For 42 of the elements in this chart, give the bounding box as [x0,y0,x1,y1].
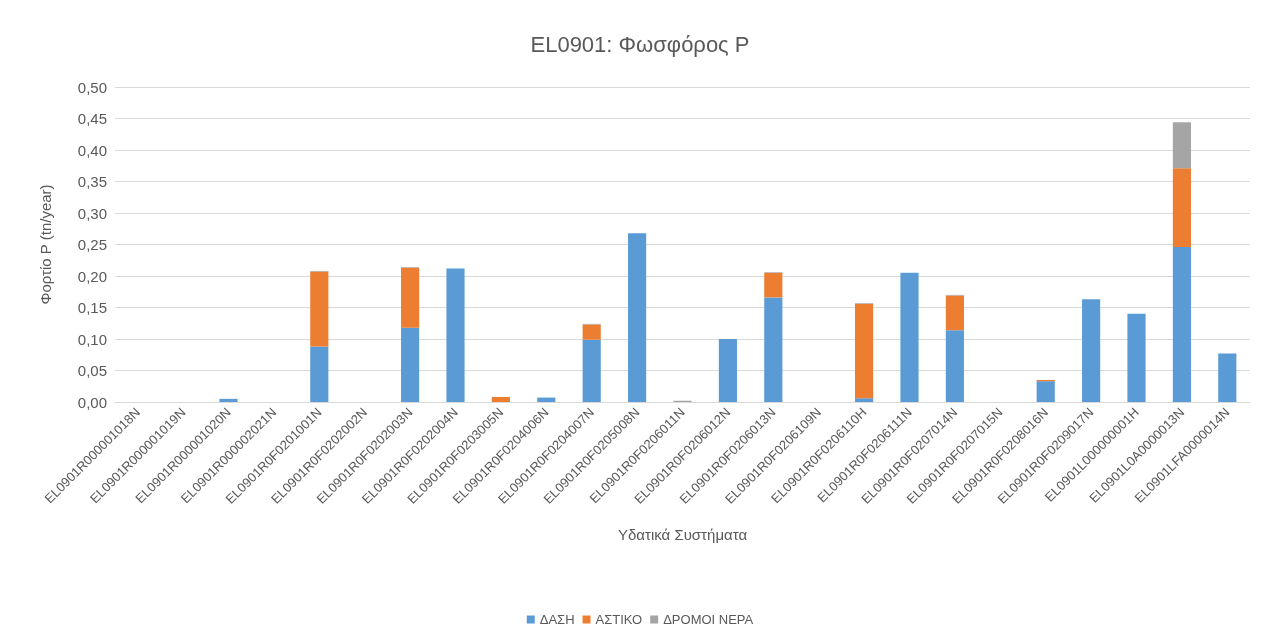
bar [401,327,420,402]
bar [582,324,601,340]
bar [1127,313,1146,402]
chart-title: EL0901: Φωσφόρος P [530,31,750,57]
y-tick-label: 0,25 [77,236,107,253]
bar [628,233,647,402]
bar [1172,168,1191,248]
y-tick-label: 0,40 [77,141,107,159]
legend-label: ΔΡΟΜΟΙ ΝΕΡΑ [663,612,754,627]
y-tick-label: 0,10 [77,330,107,348]
y-tick-label: 0,15 [77,299,107,316]
bar [310,346,329,402]
bar [855,398,874,402]
y-tick-label: 0,20 [77,267,107,285]
bar [446,268,465,402]
x-axis-title: Υδατικά Συστήματα [617,526,748,543]
bar [1172,122,1191,169]
bar [945,330,964,402]
bar [401,267,420,328]
bar [1172,247,1191,402]
bar [718,339,737,402]
bar [1082,299,1101,402]
bar [764,297,783,402]
y-tick-label: 0,30 [77,204,107,222]
y-tick-label: 0,45 [77,110,107,127]
legend-label: ΔΑΣΗ [539,612,575,627]
bar [855,303,874,399]
y-axis-title: Φορτίο P (tn/year) [37,184,54,305]
bar [582,339,601,402]
bar [310,271,329,347]
legend-label: ΑΣΤΙΚΟ [595,612,643,627]
bar [764,272,783,298]
bar [491,396,510,402]
y-tick-label: 0,50 [77,78,107,96]
bar [1218,353,1237,402]
bar [945,295,964,331]
bar [1036,381,1055,402]
bar [900,272,919,402]
bar [537,397,556,402]
y-tick-label: 0,05 [77,362,107,379]
bar [219,398,238,402]
y-tick-label: 0,35 [77,173,107,190]
